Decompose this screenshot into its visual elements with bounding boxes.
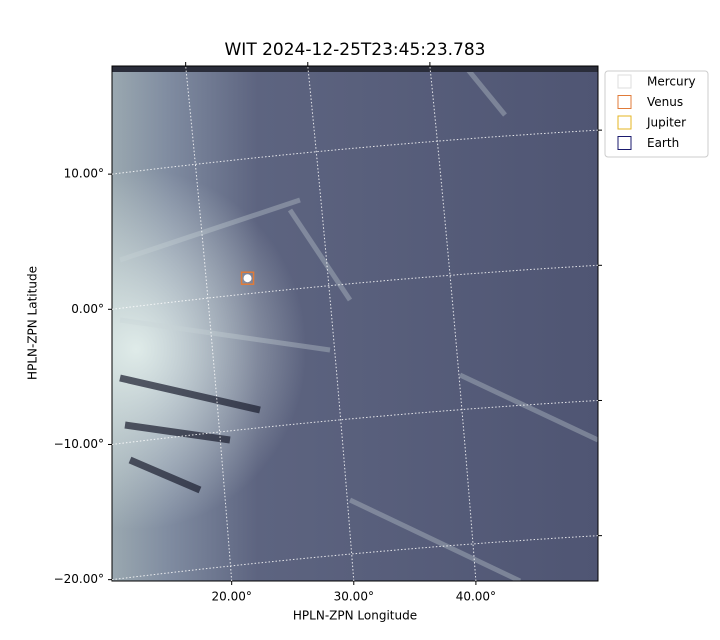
y-tick-label: −10.00° — [54, 437, 104, 451]
legend-marker — [617, 95, 632, 109]
y-tick-label: 10.00° — [64, 167, 104, 181]
grid-line — [112, 129, 598, 175]
chart-title: WIT 2024-12-25T23:45:23.783 — [225, 40, 486, 60]
legend-marker — [617, 74, 632, 89]
x-tick-label: 40.00° — [456, 590, 496, 604]
planet-marker — [240, 271, 255, 285]
grid-line — [307, 66, 355, 581]
grid-line — [185, 66, 233, 581]
x-tick-label: 20.00° — [211, 590, 251, 604]
x-axis-label: HPLN-ZPN Longitude — [293, 609, 417, 623]
planet-glow — [243, 274, 252, 283]
x-tick-label: 30.00° — [334, 590, 374, 604]
grid-line — [112, 264, 598, 310]
plot-frame — [111, 65, 599, 582]
y-tick-label: 0.00° — [71, 302, 104, 316]
legend-marker — [617, 136, 632, 150]
y-tick-label: −20.00° — [54, 572, 104, 586]
legend-label: Venus — [647, 95, 683, 109]
legend-label: Jupiter — [646, 116, 686, 130]
sky-image — [112, 66, 598, 581]
legend-marker — [617, 115, 632, 130]
y-axis-label: HPLN-ZPN Latitude — [26, 266, 40, 380]
legend-label: Mercury — [647, 75, 696, 89]
legend — [604, 70, 709, 158]
grid-line — [112, 399, 598, 445]
legend-label: Earth — [647, 136, 679, 150]
grid-line — [429, 66, 477, 581]
grid-line — [112, 535, 598, 581]
